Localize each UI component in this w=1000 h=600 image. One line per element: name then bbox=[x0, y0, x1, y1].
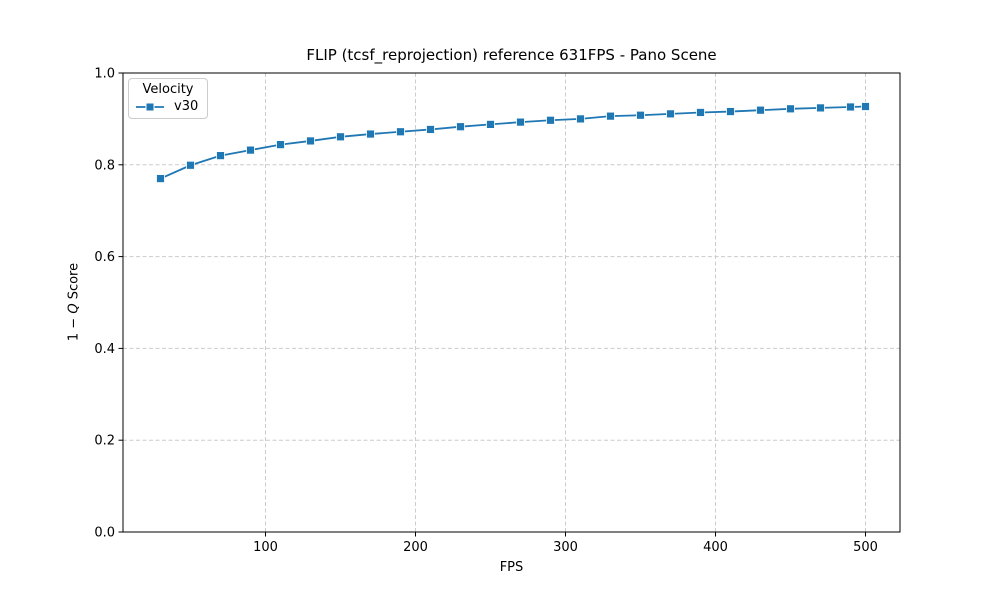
legend-box: Velocity v30 bbox=[128, 78, 208, 119]
chart-title: FLIP (tcsf_reprojection) reference 631FP… bbox=[306, 46, 717, 64]
legend-title: Velocity bbox=[142, 82, 194, 97]
data-point-marker bbox=[576, 114, 585, 124]
data-point-marker bbox=[786, 104, 795, 114]
data-point-marker bbox=[861, 102, 870, 111]
data-point-marker bbox=[336, 132, 345, 142]
data-point-marker bbox=[456, 122, 465, 132]
y-tick-label: 0.2 bbox=[94, 434, 115, 449]
data-point-marker bbox=[756, 105, 765, 115]
y-axis-label: 1 − Q Score bbox=[66, 262, 82, 342]
x-tick-label: 100 bbox=[253, 540, 278, 555]
data-point-marker bbox=[546, 115, 555, 125]
data-point-marker bbox=[816, 103, 825, 113]
x-tick-label: 300 bbox=[553, 540, 578, 555]
axes-frame bbox=[122, 72, 901, 533]
y-tick-label: 0.6 bbox=[94, 250, 115, 265]
data-point-marker bbox=[276, 140, 285, 150]
y-tick-label: 0.8 bbox=[94, 158, 115, 173]
y-tick-label: 1.0 bbox=[94, 67, 115, 82]
data-point-marker bbox=[726, 107, 735, 116]
data-point-marker bbox=[156, 174, 165, 183]
data-point-marker bbox=[846, 102, 855, 112]
data-point-marker bbox=[636, 110, 645, 120]
legend-entry-v30: v30 bbox=[135, 99, 201, 114]
data-point-marker bbox=[396, 127, 405, 137]
data-point-marker bbox=[516, 117, 525, 127]
data-point-marker bbox=[366, 129, 375, 139]
data-point-marker bbox=[246, 145, 255, 155]
x-tick-label: 500 bbox=[853, 540, 878, 555]
x-tick-label: 400 bbox=[703, 540, 728, 555]
data-point-marker bbox=[606, 111, 615, 121]
legend-entry-label: v30 bbox=[174, 99, 199, 114]
series-line-v30 bbox=[159, 105, 867, 180]
y-tick-label: 0.0 bbox=[94, 526, 115, 541]
math-variable-q: Q bbox=[66, 303, 82, 314]
data-point-marker bbox=[696, 108, 705, 117]
data-point-marker bbox=[486, 120, 495, 129]
data-point-marker bbox=[306, 136, 315, 146]
data-point-marker bbox=[426, 125, 435, 134]
x-tick-label: 200 bbox=[403, 540, 428, 555]
data-point-marker bbox=[666, 109, 675, 119]
data-point-marker bbox=[216, 151, 225, 161]
legend-line-marker-icon bbox=[136, 102, 164, 111]
x-axis-label: FPS bbox=[499, 560, 524, 575]
data-point-marker bbox=[186, 160, 195, 170]
y-tick-label: 0.4 bbox=[94, 342, 115, 357]
